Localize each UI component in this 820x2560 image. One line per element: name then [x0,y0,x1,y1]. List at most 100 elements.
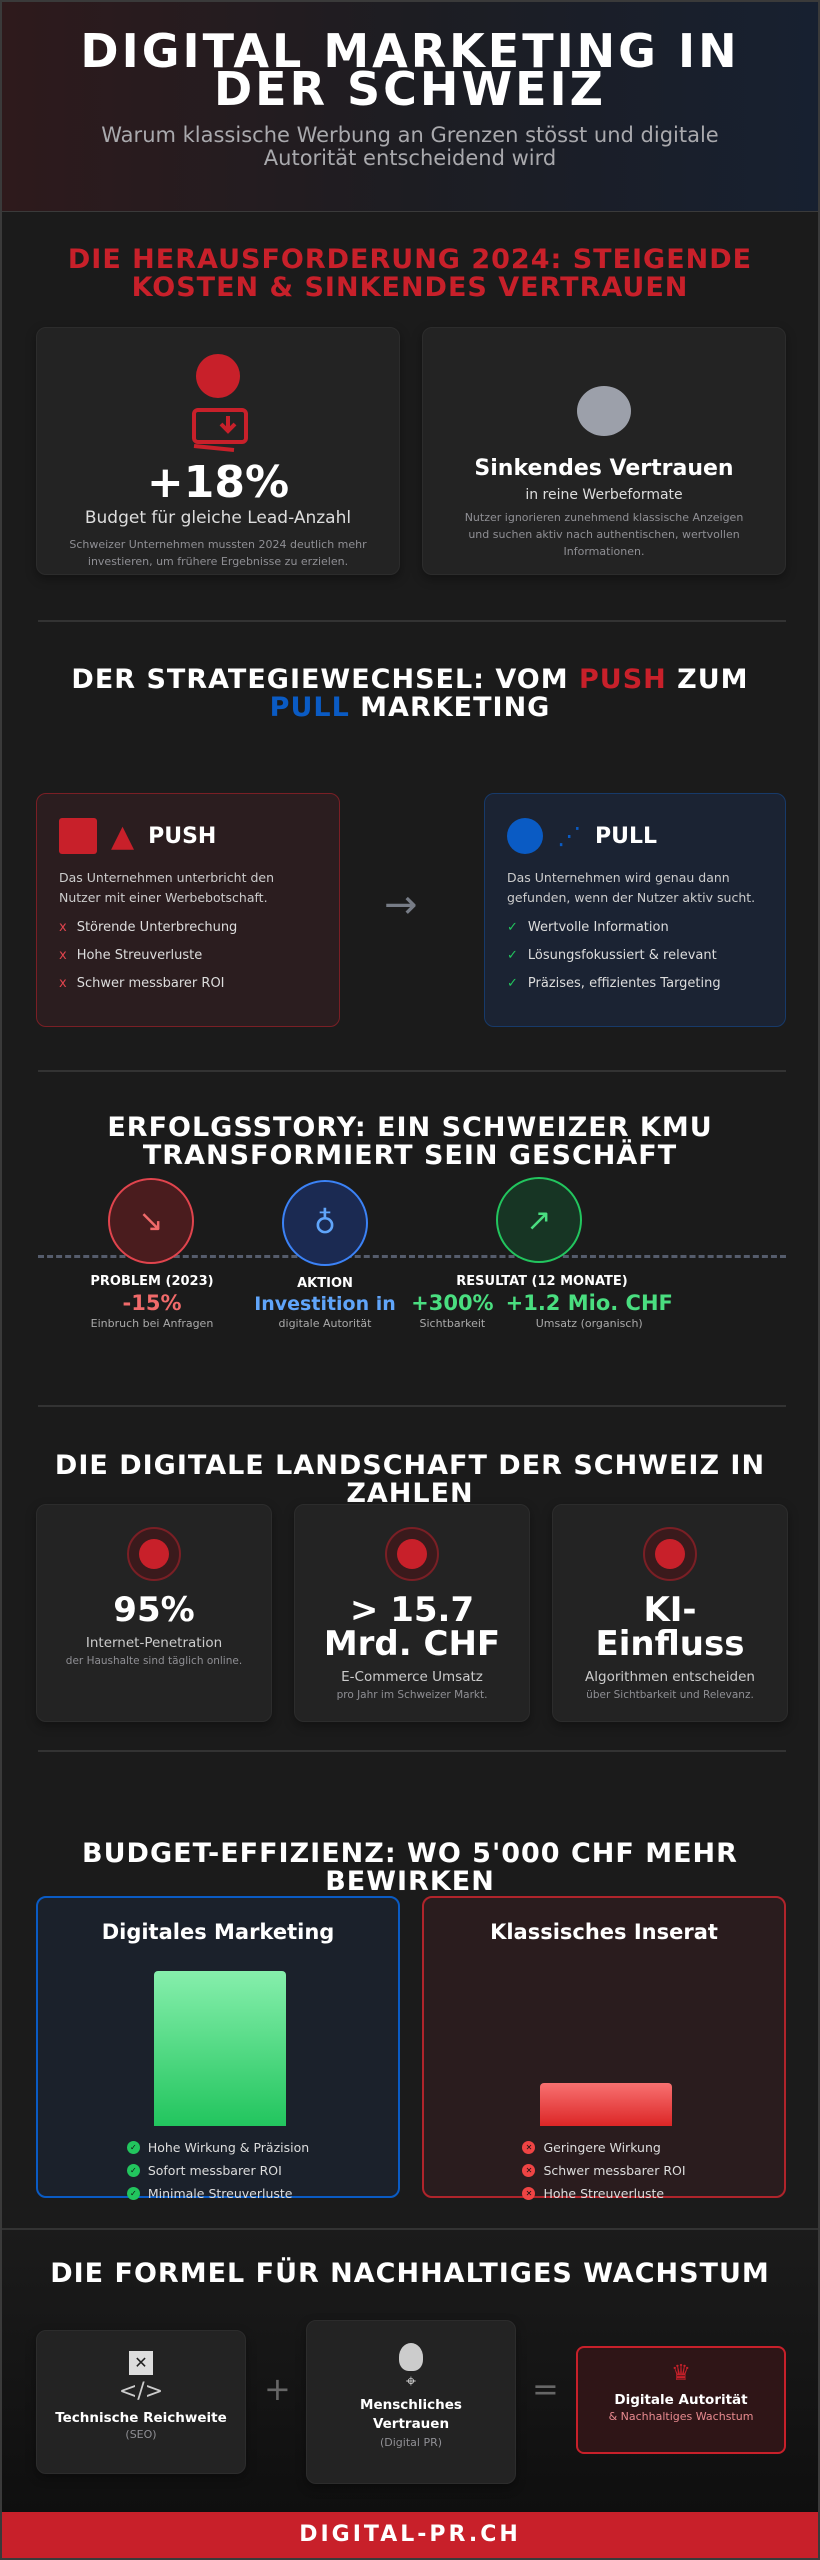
list-item-text: Schwer messbarer ROI [543,2163,686,2178]
timeline-line [38,1255,786,1258]
cart-icon [385,1527,439,1581]
list-item-text: Geringere Wirkung [543,2140,661,2155]
action-value: Investition in [254,1293,396,1315]
pull-card: ⋰ PULL Das Unternehmen wird genau dann g… [484,793,786,1027]
code-icon: </> [118,2379,164,2404]
cost-value: +18% [146,457,290,508]
list-item-text: Hohe Streuverluste [543,2186,665,2201]
list-item-text: Sofort messbarer ROI [147,2163,282,2178]
arrow-right-icon: → [384,882,418,928]
stat-label: Internet-Penetration [85,1635,223,1651]
cost-label: Budget für gleiche Lead-Anzahl [84,508,352,528]
story-action: AKTION Investition in digitale Autorität [235,1276,415,1332]
stat-desc: über Sichtbarkeit und Relevanz. [586,1689,754,1701]
push-card: ▲ PUSH Das Unternehmen unterbricht den N… [36,793,340,1027]
x-circle-icon: ✕ [522,2141,536,2154]
trend-down-icon: ↘ [108,1178,194,1264]
stat-desc: der Haushalte sind täglich online. [65,1655,243,1667]
pull-item: ✓ Wertvolle Information [507,920,763,935]
title-part: DER STRATEGIEWECHSEL: VOM [71,664,580,695]
page-title: DIGITAL MARKETING IN DER SCHWEIZ [80,24,740,116]
title-push: PUSH [579,664,667,695]
story-result: RESULTAT (12 MONATE) +300% Sichtbarkeit +… [411,1274,673,1332]
seo-title: Technische Reichweite [55,2410,227,2426]
stat-card: 95% Internet-Penetration der Haushalte s… [36,1504,272,1722]
check-circle-icon: ✓ [126,2164,140,2177]
title-part: MARKETING [349,692,551,723]
title-part: ZUM [666,664,749,695]
trust-desc: Nutzer ignorieren zunehmend klassische A… [464,511,744,558]
trend-up-icon: ↗ [496,1177,582,1263]
list-item-text: Minimale Streuverluste [147,2186,293,2201]
stat-value: > 15.7 Mrd. CHF [323,1590,501,1664]
push-item: x Schwer messbarer ROI [59,976,317,991]
classic-drawbacks: ✕ Geringere Wirkung ✕ Schwer messbarer ROI ✕… [522,2140,686,2209]
x-icon: x [59,948,67,963]
check-icon: ✓ [507,948,518,963]
classic-budget-card: Klassisches Inserat ✕ Geringere Wirkung ✕ S… [422,1896,786,2201]
stat-label: E-Commerce Umsatz [341,1669,483,1685]
action-heading: AKTION [297,1276,353,1291]
header: DIGITAL MARKETING IN DER SCHWEIZ Warum k… [2,2,818,212]
lightbulb-icon: ♁ [282,1180,368,1266]
stat-label: Algorithmen entscheiden [585,1669,755,1685]
story-title: ERFOLGSSTORY: EIN SCHWEIZER KMU TRANSFOR… [107,1112,713,1171]
pull-item-text: Lösungsfokussiert & relevant [527,948,717,963]
pull-label: PULL [595,823,658,849]
classic-list-item: ✕ Schwer messbarer ROI [522,2163,686,2178]
pull-item: ✓ Lösungsfokussiert & relevant [507,948,763,963]
megaphone-icon: ▲ [111,818,135,854]
trust-label: in reine Werbeformate [525,487,683,503]
check-circle-icon: ✓ [126,2187,140,2200]
push-label: PUSH [148,823,217,849]
problem-desc: Einbruch bei Anfragen [90,1317,214,1330]
x-icon: x [59,976,67,991]
digital-budget-card: Digitales Marketing ✓ Hohe Wirkung & Präz… [36,1896,400,2201]
crown-icon: ♛ [671,2361,691,2386]
pr-card: ⌖ Menschliches Vertrauen (Digital PR) [306,2320,516,2484]
check-circle-icon: ✓ [126,2141,140,2154]
pr-title: Menschliches Vertrauen [360,2397,462,2432]
pr-sub: (Digital PR) [379,2436,443,2449]
x-icon: x [59,920,67,935]
classic-title: Klassisches Inserat [490,1920,718,1944]
classic-list-item: ✕ Hohe Streuverluste [522,2186,685,2201]
classic-impact-bar [540,2082,672,2126]
result-desc: Sichtbarkeit [419,1317,486,1330]
challenge-title: DIE HERAUSFORDERUNG 2024: STEIGENDE KOST… [67,244,753,303]
trust-title: Sinkendes Vertrauen [474,456,734,481]
stat-card: > 15.7 Mrd. CHF E-Commerce Umsatz pro Ja… [294,1504,530,1722]
magnet-icon [507,818,543,854]
action-desc: digitale Autorität [278,1317,372,1330]
click-icon: ⌖ [405,2371,417,2392]
stat-value: KI-Einfluss [595,1590,745,1664]
problem-value: -15% [122,1291,182,1315]
authority-title: Digitale Autorität [614,2392,748,2408]
stat-value: 95% [113,1590,195,1630]
digital-list-item: ✓ Sofort messbarer ROI [126,2163,309,2178]
digital-list-item: ✓ Hohe Wirkung & Präzision [126,2140,310,2155]
pull-desc: Das Unternehmen wird genau dann gefunden… [507,870,756,905]
push-item: x Hohe Streuverluste [59,948,317,963]
push-desc: Das Unternehmen unterbricht den Nutzer m… [59,870,274,905]
x-circle-icon: ✕ [522,2164,536,2177]
classic-list-item: ✕ Geringere Wirkung [522,2140,685,2155]
divider [38,1405,786,1407]
pull-item-text: Wertvolle Information [527,920,669,935]
cost-desc: Schweizer Unternehmen mussten 2024 deutl… [69,538,367,568]
result-heading: RESULTAT (12 MONATE) [456,1274,628,1289]
equals-icon: = [532,2370,559,2408]
push-item: x Störende Unterbrechung [59,920,317,935]
authority-sub: & Nachhaltiges Wachstum [608,2410,754,2423]
plus-icon: + [264,2370,291,2408]
result-value: +1.2 Mio. CHF [505,1291,673,1315]
pull-item-text: Präzises, effizientes Targeting [527,976,721,991]
seo-sub: (SEO) [125,2428,157,2441]
stat-card: KI-Einfluss Algorithmen entscheiden über… [552,1504,788,1722]
divider [38,1070,786,1072]
footer-brand[interactable]: DIGITAL-PR.CH [2,2512,818,2558]
list-item-text: Hohe Wirkung & Präzision [147,2140,310,2155]
close-box-icon: ✕ [129,2351,153,2375]
problem-heading: PROBLEM (2023) [90,1274,214,1289]
